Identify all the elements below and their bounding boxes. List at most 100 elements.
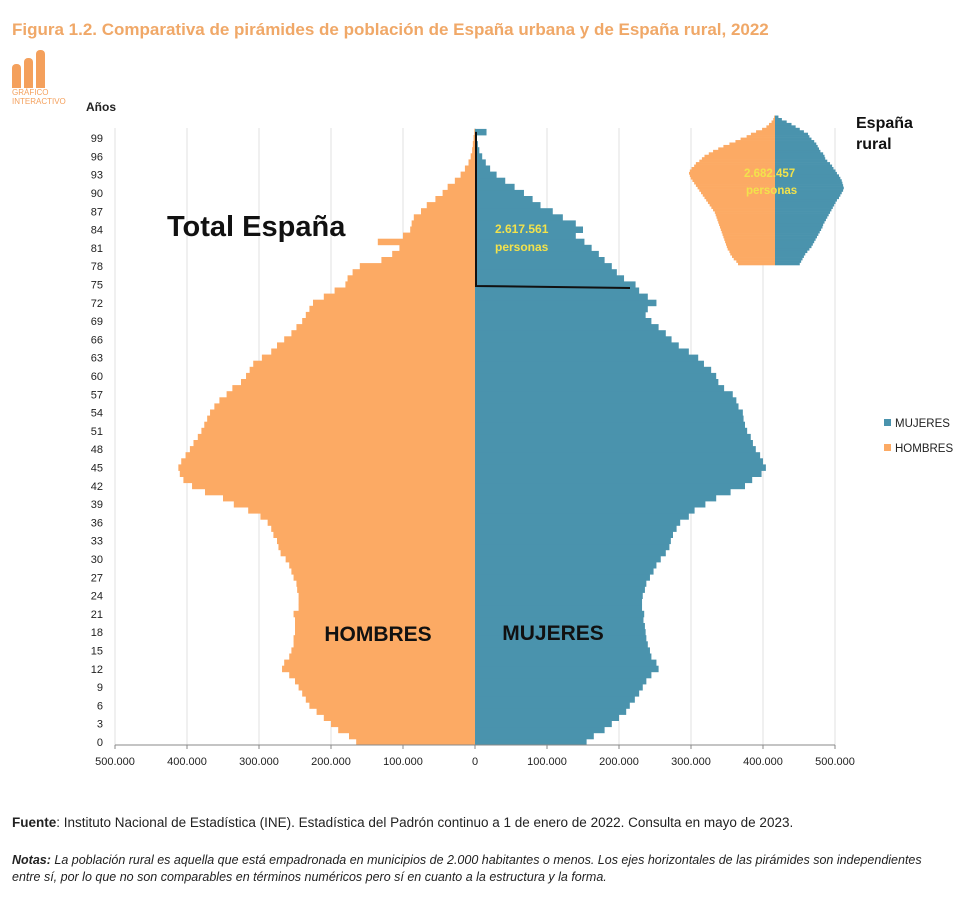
bar-mujeres xyxy=(475,720,612,728)
rural-bar-hombres xyxy=(689,171,775,175)
bar-mujeres xyxy=(475,446,756,453)
bar-hombres xyxy=(185,452,475,459)
rural-bar-mujeres xyxy=(775,142,817,146)
rural-bar-hombres xyxy=(725,242,775,246)
bar-hombres xyxy=(293,610,475,618)
bar-mujeres xyxy=(475,415,744,423)
bar-mujeres xyxy=(475,202,541,209)
bar-hombres xyxy=(219,397,475,404)
bar-mujeres xyxy=(475,257,605,264)
rural-bar-mujeres xyxy=(775,201,836,205)
x-tick-label: 200.000 xyxy=(311,756,351,768)
bar-mujeres xyxy=(475,360,704,368)
bar-mujeres xyxy=(475,293,648,301)
bar-mujeres xyxy=(475,421,745,429)
logo-text-line1: GRÁFICO xyxy=(12,88,49,97)
population-pyramid-chart: 500.000 400.000 300.000 200.000 100.000 0 100.… xyxy=(86,100,953,768)
bar-hombres xyxy=(347,275,475,282)
rural-bar-hombres xyxy=(691,167,775,170)
annotation-rural-value: 2.682.457 xyxy=(744,168,795,180)
x-tick-label: 0 xyxy=(472,756,478,768)
interactive-chart-logo[interactable]: GRÁFICO INTERACTIVO xyxy=(12,48,72,108)
bar-mujeres xyxy=(475,519,681,526)
rural-bar-mujeres xyxy=(775,181,843,185)
bar-mujeres xyxy=(475,238,585,246)
bar-hombres xyxy=(193,440,476,447)
rural-bar-mujeres xyxy=(775,255,804,258)
y-tick-label: 42 xyxy=(91,481,103,493)
bar-hombres xyxy=(291,568,475,575)
rural-bar-hombres xyxy=(714,211,775,214)
rural-bar-hombres xyxy=(771,120,775,124)
rural-bar-hombres xyxy=(724,238,775,241)
bar-mujeres xyxy=(475,610,645,618)
bar-hombres xyxy=(309,702,475,709)
rural-bar-mujeres xyxy=(775,262,800,266)
bar-hombres xyxy=(223,494,475,502)
bar-mujeres xyxy=(475,318,652,325)
bar-mujeres xyxy=(475,330,666,337)
bar-mujeres xyxy=(475,244,592,252)
bar-hombres xyxy=(454,177,475,185)
rural-bar-mujeres xyxy=(775,140,815,143)
rural-bar-mujeres xyxy=(775,235,817,239)
bar-hombres xyxy=(295,623,475,630)
rural-bar-mujeres xyxy=(775,223,824,227)
bar-hombres xyxy=(464,165,475,172)
bar-hombres xyxy=(298,598,475,606)
rural-bar-hombres xyxy=(716,216,775,219)
rural-bar-hombres xyxy=(750,132,775,136)
bar-mujeres xyxy=(475,287,640,294)
bar-hombres xyxy=(189,446,475,453)
legend-swatch-hombres xyxy=(884,444,891,451)
rural-bar-mujeres xyxy=(775,152,824,156)
logo-text-line2: INTERACTIVO xyxy=(12,97,66,106)
rural-bar-mujeres xyxy=(775,132,809,136)
bar-mujeres xyxy=(475,299,657,307)
bar-mujeres xyxy=(475,537,671,545)
bar-mujeres xyxy=(475,738,587,746)
y-tick-label: 39 xyxy=(91,499,103,511)
rural-bar-mujeres xyxy=(775,157,826,160)
bar-mujeres xyxy=(475,458,763,465)
y-tick-label: 63 xyxy=(91,353,103,365)
rural-bar-hombres xyxy=(733,257,775,261)
bar-hombres xyxy=(305,311,475,319)
rural-bar-mujeres xyxy=(775,206,833,209)
y-tick-label: 69 xyxy=(91,316,103,328)
rural-bar-mujeres xyxy=(775,193,841,197)
bar-mujeres xyxy=(475,677,647,685)
bar-mujeres xyxy=(475,372,717,380)
rural-bar-hombres xyxy=(722,233,775,236)
bar-hombres xyxy=(210,409,476,416)
bar-hombres xyxy=(207,415,475,423)
bar-hombres xyxy=(352,269,475,276)
y-tick-label: 81 xyxy=(91,243,103,255)
x-tick-label: 200.000 xyxy=(599,756,639,768)
bar-hombres xyxy=(295,677,475,685)
bar-hombres xyxy=(468,159,475,166)
bar-mujeres xyxy=(475,580,647,587)
bar-hombres xyxy=(293,635,475,642)
rural-bar-hombres xyxy=(723,235,775,239)
bar-mujeres xyxy=(475,543,670,551)
rural-bar-hombres xyxy=(768,122,775,126)
rural-bar-hombres xyxy=(732,255,775,258)
rural-bar-mujeres xyxy=(775,211,831,214)
bar-mujeres xyxy=(475,513,689,520)
bar-mujeres xyxy=(475,507,695,514)
bar-hombres xyxy=(192,482,476,490)
rural-bar-mujeres xyxy=(775,149,821,153)
bar-hombres xyxy=(472,147,475,154)
bar-mujeres xyxy=(475,189,524,197)
rural-bar-hombres xyxy=(707,201,775,205)
bar-mujeres xyxy=(475,574,650,581)
y-tick-label: 78 xyxy=(91,261,103,273)
bar-mujeres xyxy=(475,647,650,654)
bar-hombres xyxy=(334,287,475,294)
bar-mujeres xyxy=(475,263,612,270)
rural-bar-mujeres xyxy=(775,125,796,129)
bar-hombres xyxy=(284,659,475,667)
bar-mujeres xyxy=(475,171,497,179)
rural-bar-hombres xyxy=(718,147,775,151)
